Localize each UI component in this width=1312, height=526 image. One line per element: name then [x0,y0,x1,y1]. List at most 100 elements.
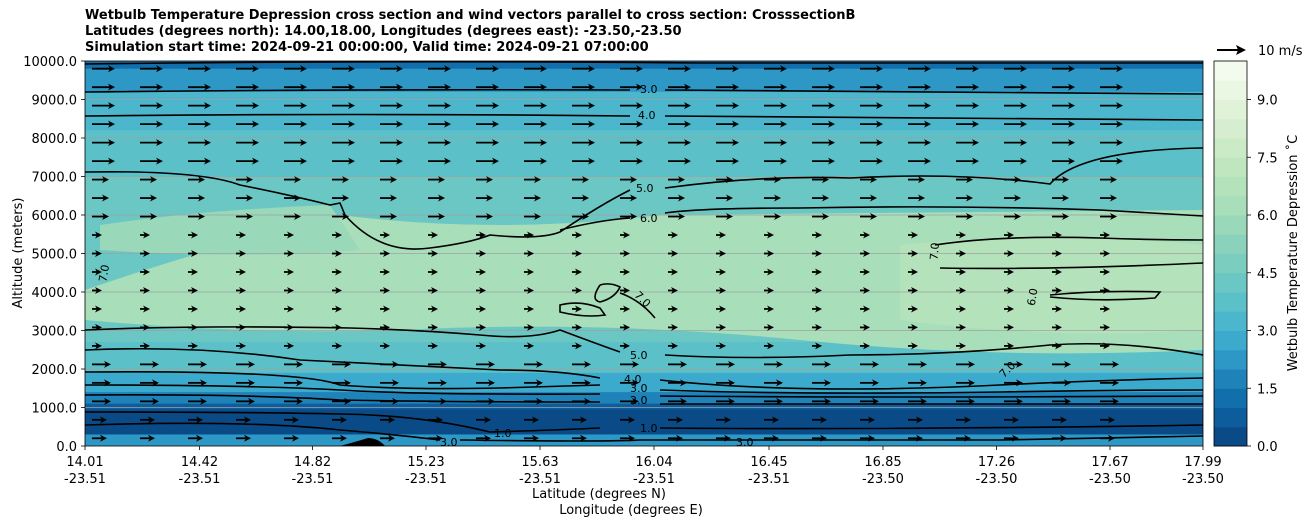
wind-vector-head [767,286,774,294]
wind-vector-head [911,342,918,350]
wind-vector-head [198,213,205,221]
wind-vector-head [632,397,639,405]
x-tick-label-lat: 14.42 [181,455,218,470]
wind-vector-head [632,379,639,387]
wind-vector-head [95,323,102,331]
wind-vector-head [287,305,294,313]
wind-vector-head [438,213,445,221]
wind-vector-head [1116,139,1123,147]
wind-vector-head [392,360,399,368]
wind-vector-head [335,342,342,350]
wind-vector-head [828,139,835,147]
wind-vector-head [390,194,397,202]
wind-vector-head [968,397,975,405]
wind-vector-head [1062,213,1069,221]
wind-vector-head [152,360,159,368]
wind-vector-head [390,213,397,221]
wind-vector-head [584,379,591,387]
contour-label-3-bottom: 3.0 [440,436,458,449]
wind-vector-head [143,305,150,313]
wind-vector-head [1060,416,1067,424]
wind-vector-head [636,65,643,73]
wind-vector-head [780,157,787,165]
wind-vector-head [388,434,395,442]
wind-vector-head [1062,194,1069,202]
wind-vector-head [95,250,102,257]
wind-vector-head [872,360,879,368]
wind-vector-head [868,434,875,442]
wind-vector-head [540,83,547,91]
x-tick-label-lat: 16.04 [635,455,672,470]
wind-vector-head [623,305,630,313]
x-tick-label-lat: 17.99 [1184,455,1221,470]
wind-vector-head [287,250,294,257]
wind-vector-head [1112,397,1119,405]
contour-line [85,411,1203,433]
contour-label-6-top: 6.0 [640,212,658,225]
contour-label-7-left: 7.0 [96,264,112,283]
wind-vector-head [396,102,403,110]
wind-vector-head [719,250,726,257]
contour-line [594,283,622,303]
wind-vector-head [1068,65,1075,73]
wind-vector-head [582,213,589,221]
wind-vector-head [966,213,973,221]
wind-vector-head [1068,102,1075,110]
wind-vector-head [863,323,870,331]
wind-vector-head [486,176,493,184]
wind-vector-head [728,360,735,368]
wind-vector-head [876,65,883,73]
contour-line [85,113,1203,121]
wind-vector-head [959,231,966,239]
wind-vector-head [431,342,438,350]
wind-vector-head [534,176,541,184]
wind-vector-head [575,286,582,294]
contour-band [85,61,1203,69]
wind-vector-head [828,120,835,128]
wind-vector-head [776,379,783,387]
wind-vector-head [632,360,639,368]
wind-vector-head [486,213,493,221]
wind-vector-head [636,157,643,165]
wind-vector-head [1007,268,1014,276]
wind-vector-head [287,231,294,239]
wind-vector-head [248,360,255,368]
wind-vector-head [767,231,774,239]
wind-vector-head [1103,286,1110,294]
wind-vector-head [527,250,534,257]
wind-vector-head [196,416,203,424]
wind-vector-head [1055,268,1062,276]
wind-vector-head [575,231,582,239]
x-tick-label-lon: -23.50 [1182,472,1224,487]
wind-vector-head [972,102,979,110]
wind-vector-head [156,120,163,128]
wind-vector-head [527,342,534,350]
y-tick-label: 10000.0 [23,55,77,70]
wind-vector-head [972,120,979,128]
x-tick-label-lon: -23.51 [64,472,106,487]
wind-vector-head [772,416,779,424]
wind-vector-head [204,120,211,128]
contour-line [85,61,1203,65]
wind-vector-head [335,286,342,294]
wind-vector-head [287,323,294,331]
x-tick-label-lon: -23.51 [748,472,790,487]
wind-vector-head [868,416,875,424]
wind-vector-head [239,305,246,313]
wind-vector-head [108,65,115,73]
y-tick-label: 5000.0 [32,248,78,263]
wind-vector-head [1016,397,1023,405]
wind-vector-head [540,65,547,73]
contour-line [939,262,1203,270]
wind-vector-head [239,323,246,331]
wind-vector-head [671,305,678,313]
wind-vector-head [294,213,301,221]
wind-vector-head [828,83,835,91]
wind-vector-head [820,434,827,442]
wind-vector-head [95,342,102,350]
wind-vector-head [536,379,543,387]
wind-vector-head [239,231,246,239]
wind-vector-head [239,342,246,350]
wind-vector-head [252,157,259,165]
x-tick-label-lat: 17.26 [978,455,1015,470]
